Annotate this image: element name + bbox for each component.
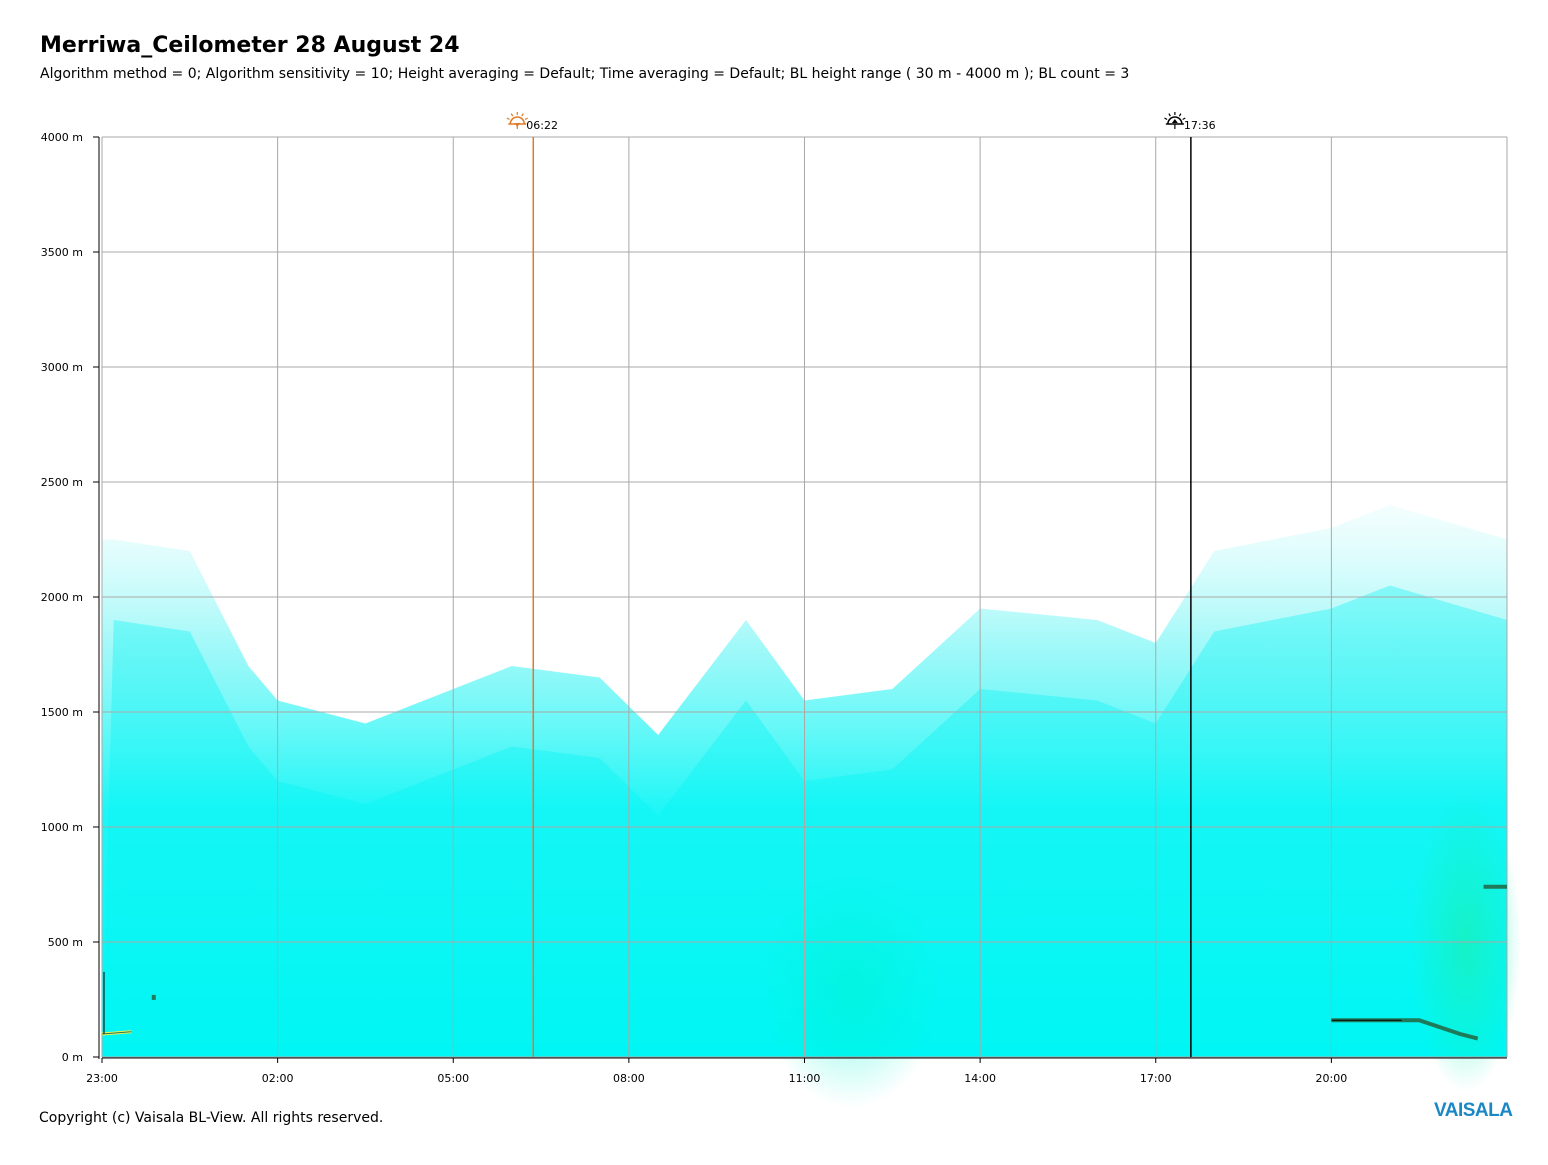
grid xyxy=(101,136,1508,1058)
y-tick-label: 1000 m xyxy=(41,821,83,834)
boundary-layer-marks xyxy=(101,884,1507,1041)
sunset-icon xyxy=(1164,112,1186,129)
bl-point xyxy=(151,994,156,1000)
y-tick-label: 2000 m xyxy=(41,591,83,604)
chart-title: Merriwa_Ceilometer 28 August 24 xyxy=(40,33,460,58)
sunset-time-label: 17:36 xyxy=(1184,119,1216,132)
x-tick-label: 05:00 xyxy=(437,1072,469,1085)
x-tick-label: 17:00 xyxy=(1140,1072,1172,1085)
sunrise-time-label: 06:22 xyxy=(526,119,558,132)
copyright-text: Copyright (c) Vaisala BL-View. All right… xyxy=(39,1110,384,1126)
backscatter-heatmap xyxy=(102,505,1522,1108)
y-tick-label: 3500 m xyxy=(41,246,83,259)
sunrise-icon xyxy=(506,112,528,129)
x-tick-label: 08:00 xyxy=(613,1072,645,1085)
dense-aerosol-patch xyxy=(761,868,942,1108)
x-tick-label: 11:00 xyxy=(789,1072,821,1085)
y-tick-label: 500 m xyxy=(48,936,83,949)
y-tick-label: 3000 m xyxy=(41,361,83,374)
x-tick-label: 02:00 xyxy=(262,1072,294,1085)
y-tick-label: 0 m xyxy=(62,1051,83,1064)
vaisala-logo: VAISALA xyxy=(1434,1100,1513,1121)
x-tick-label: 14:00 xyxy=(964,1072,996,1085)
sun-markers: 06:22 17:36 xyxy=(506,112,1216,1057)
x-tick-label: 20:00 xyxy=(1316,1072,1348,1085)
chart-subtitle: Algorithm method = 0; Algorithm sensitiv… xyxy=(40,66,1130,82)
axes: 0 m 500 m 1000 m 1500 m 2000 m 2500 m 3000 m 35… xyxy=(41,131,1507,1085)
bl-trace-dark xyxy=(101,1031,132,1035)
y-tick-label: 1500 m xyxy=(41,706,83,719)
y-tick-label: 2500 m xyxy=(41,476,83,489)
x-tick-label: 23:00 xyxy=(86,1072,118,1085)
y-tick-label: 4000 m xyxy=(41,131,83,144)
